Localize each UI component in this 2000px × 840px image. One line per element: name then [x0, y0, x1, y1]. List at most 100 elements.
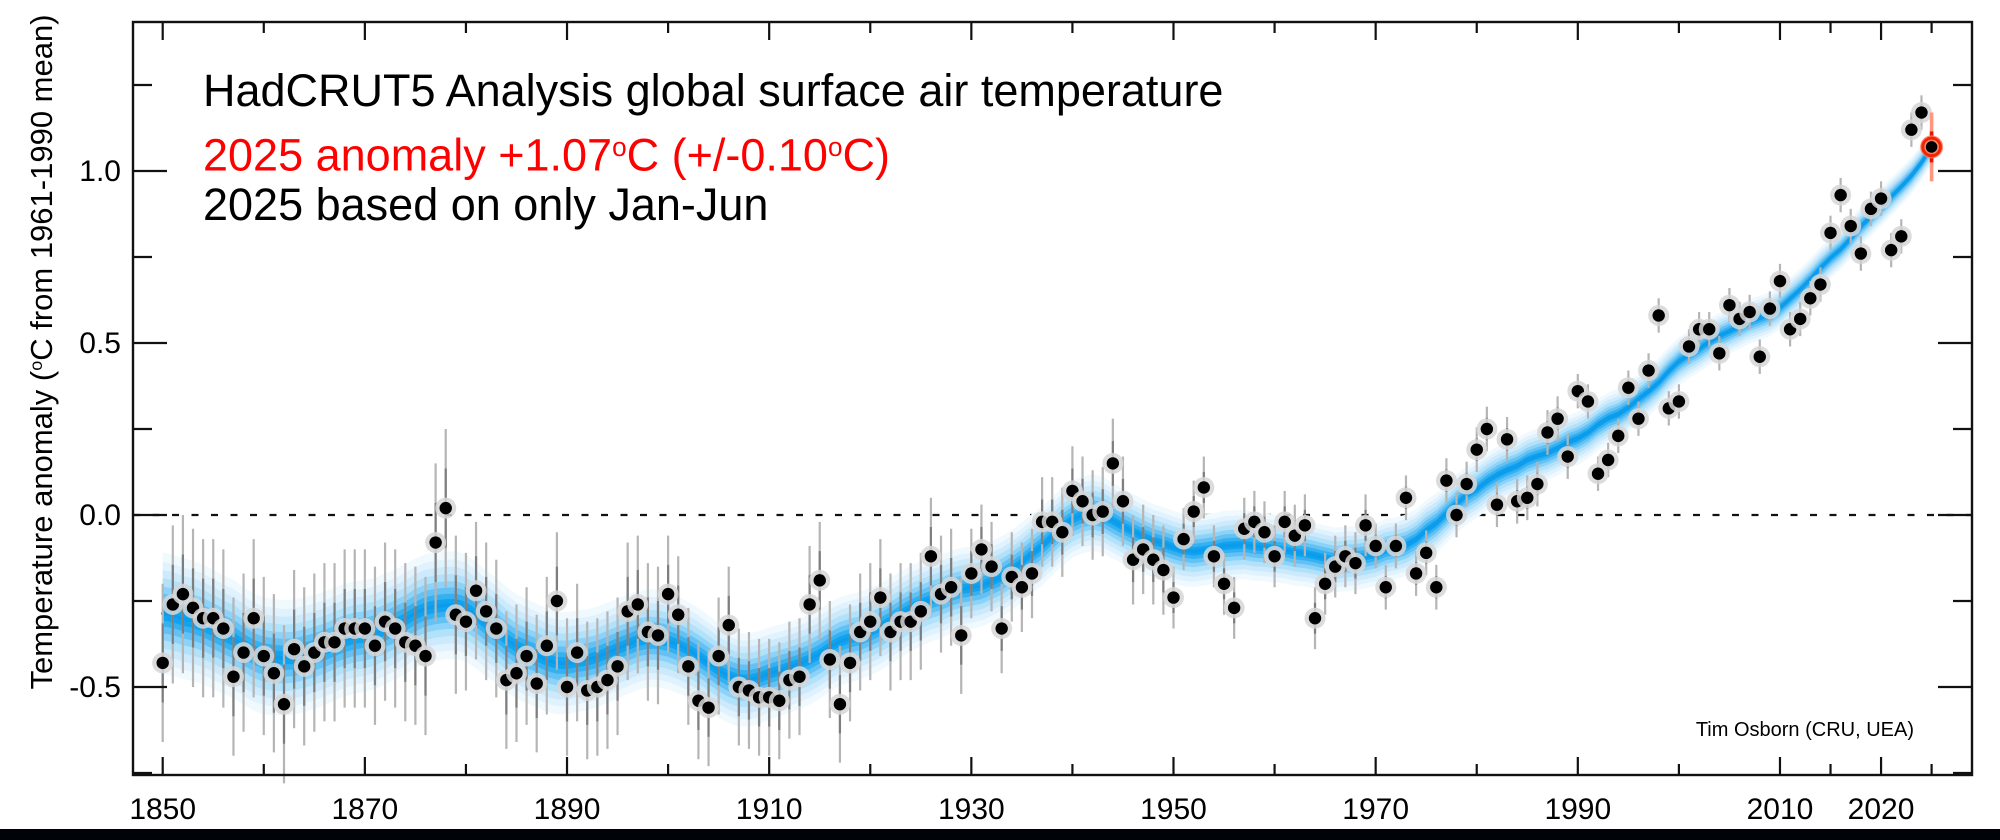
data-point	[1389, 539, 1403, 553]
superscript-degree: o	[26, 360, 46, 371]
data-point	[479, 605, 493, 618]
data-point	[1804, 292, 1817, 305]
data-point	[803, 598, 816, 611]
data-point	[358, 622, 372, 635]
data-point	[1773, 274, 1787, 288]
data-point	[1298, 519, 1312, 532]
data-point	[611, 660, 624, 673]
data-point	[156, 656, 169, 670]
chart-title: HadCRUT5 Analysis global surface air tem…	[203, 65, 1224, 116]
data-point	[682, 660, 695, 673]
data-point	[1703, 323, 1716, 336]
data-point	[1824, 226, 1837, 240]
data-point	[1591, 467, 1605, 480]
x-tick-label: 1910	[736, 793, 803, 826]
highlight-dot	[1925, 141, 1938, 153]
data-point	[469, 584, 483, 597]
data-point	[1682, 340, 1696, 353]
data-point	[651, 629, 665, 642]
data-point	[1106, 457, 1120, 470]
data-point	[247, 612, 260, 625]
data-point	[510, 667, 523, 680]
data-point	[1753, 350, 1766, 363]
data-point	[631, 598, 644, 611]
data-point	[298, 660, 311, 673]
data-point	[1015, 581, 1029, 594]
data-point	[1895, 230, 1908, 243]
data-point	[1227, 601, 1241, 615]
x-tick-label: 1850	[129, 793, 196, 826]
plot-frame	[131, 20, 1974, 777]
data-point	[672, 608, 685, 621]
data-point	[1884, 243, 1898, 257]
data-point	[388, 622, 402, 635]
data-point	[1521, 491, 1534, 504]
data-point	[1258, 526, 1271, 539]
data-point	[924, 550, 938, 563]
data-point	[227, 670, 240, 683]
data-point	[1177, 532, 1190, 546]
data-point	[1116, 495, 1130, 508]
x-tick-label: 1950	[1140, 793, 1207, 826]
tick-labels: 1850 1870 1890 1910 1930 1950 1970 1990 2010 2020…	[69, 155, 1914, 826]
data-point	[1349, 556, 1362, 570]
data-point	[1187, 505, 1200, 518]
y-tick-label: 0.5	[79, 327, 121, 360]
data-point	[1713, 347, 1726, 360]
data-point	[419, 649, 432, 663]
data-point	[1157, 563, 1170, 577]
text-part: Temperature anomaly (	[23, 370, 59, 690]
data-point	[237, 646, 250, 659]
data-point	[176, 587, 190, 601]
x-tick-label: 1870	[331, 793, 398, 826]
data-point	[1612, 429, 1625, 443]
data-point	[1278, 515, 1291, 529]
data-point	[843, 656, 857, 670]
annotation-2025-note: 2025 based on only Jan-Jun	[203, 179, 769, 230]
text-part: 2025 anomaly +1.07	[203, 129, 613, 181]
x-tick-label: 1890	[534, 793, 601, 826]
data-point	[975, 543, 988, 556]
data-point	[1844, 219, 1857, 233]
bottom-bar	[0, 829, 2000, 840]
data-point	[1420, 546, 1433, 560]
data-point	[328, 636, 341, 649]
data-point	[1500, 433, 1514, 446]
data-point	[459, 615, 473, 628]
data-point	[702, 701, 715, 714]
data-point	[1409, 567, 1423, 580]
data-point	[540, 639, 554, 652]
data-point	[1480, 422, 1494, 436]
data-point	[661, 587, 675, 601]
data-point	[1672, 395, 1686, 408]
data-point	[1915, 106, 1928, 119]
data-point	[439, 501, 452, 515]
data-point	[1076, 495, 1089, 508]
data-point	[287, 642, 301, 656]
data-point	[1531, 477, 1544, 491]
data-point	[1652, 309, 1665, 322]
data-point	[1399, 491, 1413, 504]
data-point	[1308, 612, 1322, 625]
data-point	[1379, 581, 1392, 594]
data-point	[1561, 450, 1574, 463]
data-point	[1025, 567, 1039, 580]
y-axis-title: Temperature anomaly (oC from 1961-1990 m…	[15, 0, 59, 732]
data-point	[712, 649, 725, 663]
data-point	[601, 673, 614, 687]
data-point	[1743, 305, 1756, 319]
data-point	[1359, 519, 1372, 532]
y-tick-label: 0.0	[79, 499, 121, 532]
data-point	[1834, 188, 1847, 202]
data-point	[722, 618, 735, 632]
data-point	[1581, 395, 1595, 408]
data-point	[1541, 426, 1554, 439]
title-block: HadCRUT5 Analysis global surface air tem…	[203, 62, 1223, 233]
data-point	[1430, 581, 1443, 594]
data-point	[257, 649, 270, 663]
data-point	[1318, 577, 1332, 590]
y-tick-label: 1.0	[79, 155, 121, 188]
data-point	[1369, 539, 1382, 553]
data-point	[570, 646, 584, 659]
